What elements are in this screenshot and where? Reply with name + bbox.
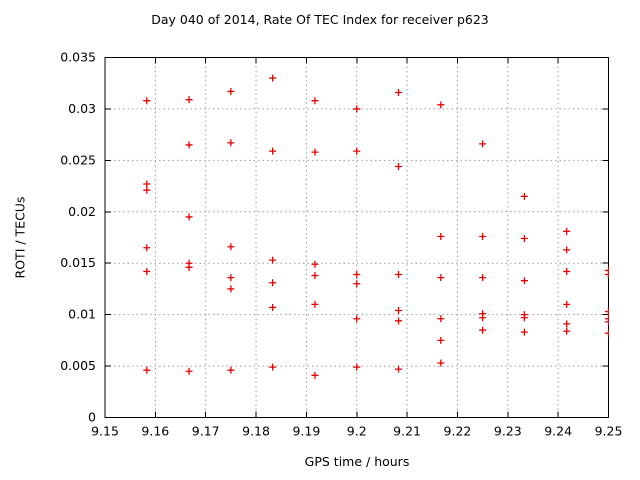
data-point-marker: [563, 320, 571, 328]
data-point-marker: [563, 300, 571, 308]
data-point-marker: [395, 163, 403, 171]
data-points-layer: [143, 74, 609, 379]
data-point-marker: [437, 359, 445, 367]
data-point-marker: [353, 363, 361, 371]
chart-title: Day 040 of 2014, Rate Of TEC Index for r…: [151, 12, 489, 27]
data-point-marker: [437, 315, 445, 323]
data-point-marker: [395, 307, 403, 315]
data-point-marker: [563, 246, 571, 254]
x-tick-label: 9.17: [192, 424, 220, 439]
y-tick-label: 0.035: [60, 50, 96, 65]
data-point-marker: [227, 274, 235, 282]
data-point-marker: [520, 277, 528, 285]
data-point-marker: [185, 96, 193, 104]
data-point-marker: [479, 274, 487, 282]
data-point-marker: [353, 271, 361, 279]
data-point-marker: [311, 260, 319, 268]
data-point-marker: [605, 308, 609, 316]
data-point-marker: [143, 244, 151, 252]
data-point-marker: [353, 315, 361, 323]
data-point-marker: [395, 88, 403, 96]
y-tick-label: 0.01: [68, 307, 96, 322]
data-point-marker: [353, 280, 361, 288]
data-point-marker: [143, 180, 151, 188]
x-tick-label: 9.23: [494, 424, 522, 439]
data-point-marker: [479, 140, 487, 148]
data-point-marker: [605, 318, 609, 326]
data-point-marker: [563, 267, 571, 275]
data-point-marker: [437, 101, 445, 109]
x-tick-label: 9.19: [292, 424, 320, 439]
data-point-marker: [227, 139, 235, 147]
x-tick-label: 9.21: [393, 424, 421, 439]
y-tick-label: 0.015: [60, 255, 96, 270]
y-tick-label: 0.02: [68, 204, 96, 219]
data-point-marker: [437, 232, 445, 240]
data-point-marker: [563, 227, 571, 235]
data-point-marker: [185, 213, 193, 221]
data-point-marker: [395, 317, 403, 325]
data-point-marker: [520, 192, 528, 200]
data-point-marker: [227, 87, 235, 95]
data-point-marker: [311, 300, 319, 308]
y-tick-label: 0.03: [68, 101, 96, 116]
data-point-marker: [227, 243, 235, 251]
data-point-marker: [520, 314, 528, 322]
data-point-marker: [227, 366, 235, 374]
data-point-marker: [353, 147, 361, 155]
data-point-marker: [143, 366, 151, 374]
data-point-marker: [563, 327, 571, 335]
data-point-marker: [227, 285, 235, 293]
data-point-marker: [479, 326, 487, 334]
x-tick-label: 9.18: [242, 424, 270, 439]
data-point-marker: [311, 272, 319, 280]
data-point-marker: [269, 256, 277, 264]
data-point-marker: [269, 363, 277, 371]
data-point-marker: [311, 371, 319, 379]
data-point-marker: [605, 329, 609, 337]
data-point-marker: [437, 274, 445, 282]
x-tick-label: 9.15: [91, 424, 119, 439]
x-tick-label: 9.16: [141, 424, 169, 439]
data-point-marker: [479, 232, 487, 240]
data-point-marker: [311, 97, 319, 105]
y-tick-label: 0.025: [60, 152, 96, 167]
data-point-marker: [269, 74, 277, 82]
x-tick-label: 9.24: [544, 424, 572, 439]
data-point-marker: [143, 186, 151, 194]
x-tick-label: 9.25: [595, 424, 623, 439]
data-point-marker: [185, 263, 193, 271]
data-point-marker: [520, 235, 528, 243]
data-point-marker: [269, 279, 277, 287]
x-axis-label: GPS time / hours: [304, 454, 410, 469]
y-axis-label: ROTI / TECUs: [12, 196, 28, 279]
data-point-marker: [520, 328, 528, 336]
x-tick-label: 9.2: [347, 424, 367, 439]
y-tick-label: 0.005: [60, 358, 96, 373]
data-point-marker: [269, 303, 277, 311]
data-point-marker: [605, 271, 609, 279]
data-point-marker: [185, 141, 193, 149]
data-point-marker: [395, 365, 403, 373]
data-point-marker: [479, 314, 487, 322]
data-point-marker: [437, 336, 445, 344]
data-point-marker: [311, 148, 319, 156]
data-point-marker: [395, 271, 403, 279]
y-tick-label: 0: [88, 410, 96, 425]
data-point-marker: [143, 97, 151, 105]
x-tick-label: 9.22: [444, 424, 472, 439]
data-point-marker: [143, 267, 151, 275]
data-point-marker: [185, 367, 193, 375]
data-point-marker: [269, 147, 277, 155]
data-point-marker: [353, 105, 361, 113]
